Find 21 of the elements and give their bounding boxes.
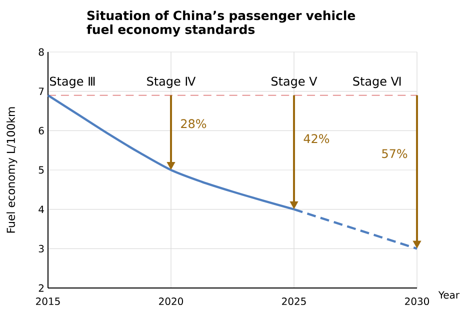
x-tick-label: 2015: [36, 298, 60, 306]
annotation: 42%: [304, 134, 330, 144]
y-tick-label: 3: [38, 244, 44, 252]
annotation: 28%: [181, 119, 206, 128]
annotation: Stage Ⅵ: [353, 76, 401, 88]
x-tick-label: 2025: [282, 298, 306, 306]
y-tick-label: 6: [38, 126, 44, 134]
y-tick-label: 5: [38, 166, 44, 174]
x-tick-label: 2030: [405, 298, 430, 306]
annotation: Stage Ⅲ: [50, 76, 95, 88]
annotation: Stage Ⅴ: [272, 76, 318, 88]
y-tick-label: 8: [38, 48, 44, 56]
x-tick-label: 2020: [159, 298, 184, 306]
y-tick-label: 2: [38, 284, 44, 292]
y-tick-label: 4: [38, 206, 44, 213]
y-tick-label: 7: [38, 88, 44, 95]
y-axis-title: Fuel economy L/100km: [6, 107, 18, 233]
x-axis-title: Year: [438, 291, 460, 299]
annotation: Stage Ⅳ: [147, 76, 196, 88]
chart-title: Situation of China’s passenger vehicle fuel economy standards: [86, 10, 356, 37]
annotation: 57%: [382, 149, 408, 158]
